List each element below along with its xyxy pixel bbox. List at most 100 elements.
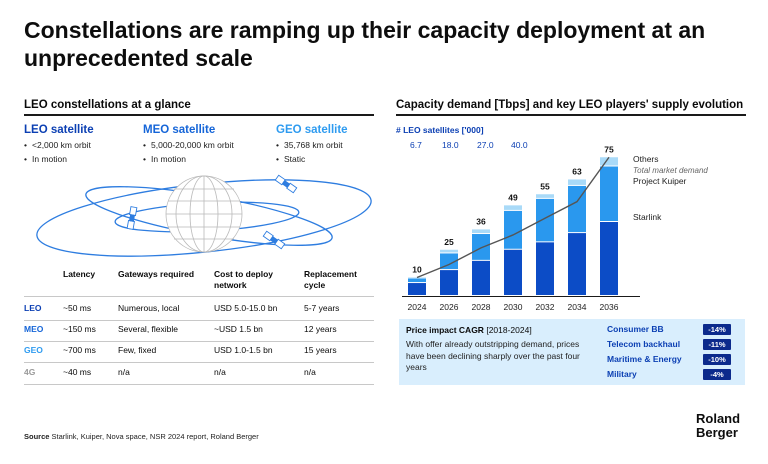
segment-label: Consumer BB bbox=[607, 324, 664, 334]
table-header: Gateways required bbox=[118, 269, 195, 279]
bar-total-label: 25 bbox=[444, 237, 454, 247]
segment-label: Telecom backhaul bbox=[607, 339, 681, 349]
gateways-cell: Few, fixed bbox=[118, 345, 157, 355]
bar-others bbox=[408, 277, 426, 278]
bar-starlink bbox=[440, 270, 458, 295]
table-header: Replacement cycle bbox=[304, 269, 357, 290]
segment-label: Maritime & Energy bbox=[607, 354, 682, 364]
table-divider bbox=[24, 341, 374, 342]
bar-starlink bbox=[600, 222, 618, 295]
satellite-icon bbox=[274, 174, 298, 194]
orbit-illustration bbox=[36, 174, 372, 257]
segment-label: Military bbox=[607, 369, 637, 379]
bar-others bbox=[568, 179, 586, 185]
cagr-badge: -11% bbox=[703, 339, 731, 350]
cagr-badge: -4% bbox=[703, 369, 731, 380]
x-tick-label: 2028 bbox=[472, 302, 491, 312]
cost-cell: ~USD 1.5 bn bbox=[214, 324, 263, 334]
orbit-item: • 5,000-20,000 km orbit bbox=[143, 140, 234, 150]
x-tick-label: 2032 bbox=[536, 302, 555, 312]
bar-total-label: 55 bbox=[540, 181, 550, 191]
bar-total-label: 36 bbox=[476, 216, 486, 226]
capacity-chart: 10 2024 25 2026 36 2028 49 2030 55 2032 63 2034 75 20… bbox=[402, 144, 708, 312]
latency-cell: ~700 ms bbox=[63, 345, 96, 355]
brand-logo: Roland Berger bbox=[696, 411, 741, 440]
gateways-cell: n/a bbox=[118, 367, 130, 377]
legend-starlink: Starlink bbox=[633, 212, 662, 222]
row-label: 4G bbox=[24, 367, 36, 377]
orbit-name: GEO satellite bbox=[276, 124, 348, 136]
bar-others bbox=[600, 157, 618, 166]
price-impact-title: Price impact CAGR [2018-2024] bbox=[406, 325, 532, 335]
bar-starlink bbox=[504, 249, 522, 295]
leo-satellites-label: # LEO satellites ['000] bbox=[396, 125, 484, 135]
price-impact-panel: Price impact CAGR [2018-2024] With offer… bbox=[399, 319, 745, 385]
satellite-icon bbox=[126, 206, 138, 230]
left-section-rule bbox=[24, 114, 374, 116]
legend-total-demand: Total market demand bbox=[633, 166, 708, 175]
right-section-title: Capacity demand [Tbps] and key LEO playe… bbox=[396, 99, 744, 111]
row-label: GEO bbox=[24, 345, 43, 355]
bar-project-kuiper bbox=[536, 198, 554, 242]
right-section-rule bbox=[396, 114, 746, 116]
legend-others: Others bbox=[633, 154, 659, 164]
bar-total-label: 10 bbox=[412, 265, 422, 275]
table-header: Cost to deploy network bbox=[214, 269, 274, 290]
latency-cell: ~40 ms bbox=[63, 367, 92, 377]
legend-project-kuiper: Project Kuiper bbox=[633, 176, 687, 186]
bar-starlink bbox=[472, 260, 490, 295]
orbit-item: • 35,768 km orbit bbox=[276, 140, 343, 150]
page-title: Constellations are ramping up their capa… bbox=[24, 17, 706, 71]
bar-total-label: 75 bbox=[604, 144, 614, 154]
bar-total-label: 63 bbox=[572, 166, 582, 176]
orbit-geo: GEO satellite • 35,768 km orbit • Static bbox=[276, 123, 416, 166]
bar-others bbox=[504, 205, 522, 210]
cagr-badge: -14% bbox=[703, 324, 731, 335]
bar-project-kuiper bbox=[408, 278, 426, 283]
cost-cell: n/a bbox=[214, 367, 226, 377]
bar-project-kuiper bbox=[568, 185, 586, 233]
row-label: LEO bbox=[24, 303, 42, 313]
orbit-item: • In motion bbox=[143, 154, 186, 164]
replacement-cell: 15 years bbox=[304, 345, 337, 355]
orbit-meo: MEO satellite • 5,000-20,000 km orbit • In… bbox=[143, 123, 283, 166]
orbit-item: • Static bbox=[276, 154, 306, 164]
bar-project-kuiper bbox=[440, 253, 458, 270]
leo-sat-count: 6.7 bbox=[410, 140, 422, 150]
bar-starlink bbox=[408, 283, 426, 295]
cost-cell: USD 1.0-1.5 bn bbox=[214, 345, 273, 355]
left-section-title: LEO constellations at a glance bbox=[24, 99, 191, 111]
bar-project-kuiper bbox=[600, 166, 618, 221]
total-demand-line bbox=[416, 156, 610, 279]
x-tick-label: 2024 bbox=[408, 302, 427, 312]
bar-total-label: 49 bbox=[508, 192, 518, 202]
orbit-name: MEO satellite bbox=[143, 124, 216, 136]
replacement-cell: 5-7 years bbox=[304, 303, 340, 313]
gateways-cell: Several, flexible bbox=[118, 324, 179, 334]
satellite-icon bbox=[262, 230, 286, 250]
table-divider bbox=[24, 384, 374, 385]
gateways-cell: Numerous, local bbox=[118, 303, 180, 313]
earth-globe-icon bbox=[165, 175, 243, 253]
bar-project-kuiper bbox=[472, 234, 490, 260]
bar-others bbox=[440, 249, 458, 253]
bar-others bbox=[536, 194, 554, 198]
cost-cell: USD 5.0-15.0 bn bbox=[214, 303, 278, 313]
bar-others bbox=[472, 229, 490, 234]
table-divider bbox=[24, 320, 374, 321]
table-row: GEO ~700 ms Few, fixed USD 1.0-1.5 bn 15… bbox=[24, 339, 374, 362]
latency-cell: ~150 ms bbox=[63, 324, 96, 334]
orbit-name: LEO satellite bbox=[24, 124, 94, 136]
replacement-cell: 12 years bbox=[304, 324, 337, 334]
leo-sat-count: 18.0 bbox=[442, 140, 459, 150]
orbit-leo: LEO satellite • <2,000 km orbit • In motio… bbox=[24, 123, 164, 166]
replacement-cell: n/a bbox=[304, 367, 316, 377]
bar-project-kuiper bbox=[504, 210, 522, 249]
orbit-item: • <2,000 km orbit bbox=[24, 140, 91, 150]
table-divider bbox=[24, 362, 374, 363]
x-tick-label: 2034 bbox=[568, 302, 587, 312]
table-row: MEO ~150 ms Several, flexible ~USD 1.5 b… bbox=[24, 318, 374, 341]
table-header: Latency bbox=[63, 269, 96, 279]
leo-sat-count: 27.0 bbox=[477, 140, 494, 150]
bar-starlink bbox=[536, 242, 554, 295]
